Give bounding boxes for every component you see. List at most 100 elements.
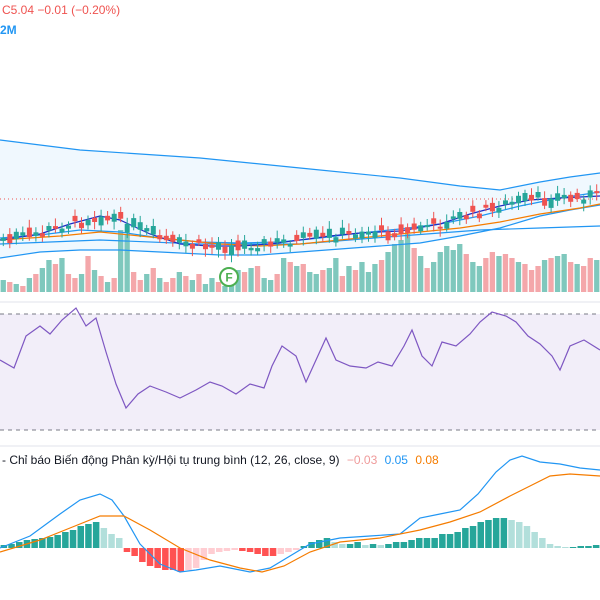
flag-marker-circle bbox=[219, 267, 239, 287]
volume-bar bbox=[26, 278, 32, 292]
volume-bar bbox=[522, 264, 528, 292]
macd-histogram-bar bbox=[346, 544, 354, 548]
macd-histogram-bar bbox=[500, 518, 508, 548]
macd-histogram-bar bbox=[316, 540, 323, 548]
price-pane[interactable]: F bbox=[0, 139, 600, 292]
macd-legend[interactable]: - Chỉ báo Biến động Phân kỳ/Hội tụ trung… bbox=[2, 453, 439, 467]
candle-body bbox=[555, 193, 561, 201]
rsi-band-background bbox=[0, 314, 600, 430]
macd-histogram-bar bbox=[231, 548, 238, 550]
macd-histogram-bar bbox=[454, 532, 461, 548]
macd-histogram-bar bbox=[523, 526, 531, 548]
macd-histogram-bar bbox=[54, 535, 61, 548]
macd-histogram-bar bbox=[208, 548, 215, 554]
volume-bar bbox=[470, 262, 476, 292]
candle-body bbox=[509, 201, 515, 205]
candle-body bbox=[66, 225, 71, 229]
macd-pane[interactable] bbox=[0, 455, 600, 573]
candle-body bbox=[379, 225, 384, 231]
candle-body bbox=[53, 226, 58, 229]
flag-marker-label: F bbox=[225, 271, 232, 285]
macd-histogram-bar bbox=[62, 532, 69, 548]
macd-histogram-bar bbox=[8, 544, 15, 548]
candle-body bbox=[26, 227, 32, 238]
candle-body bbox=[313, 229, 319, 239]
candle-body bbox=[111, 213, 117, 222]
candle-body bbox=[437, 226, 443, 229]
candle-body bbox=[353, 234, 358, 239]
volume-bar bbox=[13, 284, 19, 292]
candle-body bbox=[235, 240, 241, 251]
macd-hist-value: −0.03 bbox=[346, 453, 378, 467]
volume-bar bbox=[359, 262, 365, 292]
macd-histogram-bar bbox=[392, 542, 400, 548]
macd-histogram-bar bbox=[169, 548, 177, 570]
volume-bar bbox=[85, 256, 91, 292]
candle-body bbox=[229, 245, 234, 256]
macd-histogram-bar bbox=[285, 548, 292, 552]
macd-histogram-bar bbox=[108, 534, 115, 548]
candle-body bbox=[216, 242, 221, 250]
candle-body bbox=[7, 234, 13, 244]
macd-histogram-bar bbox=[508, 520, 515, 548]
volume-bar bbox=[352, 270, 359, 292]
macd-histogram-bar bbox=[592, 545, 600, 548]
rsi-line bbox=[0, 307, 600, 410]
macd-histogram-bar bbox=[569, 547, 577, 548]
volume-bar bbox=[372, 264, 378, 292]
volume-bar bbox=[339, 276, 345, 292]
candle-body bbox=[542, 198, 548, 206]
price-legend[interactable]: C5.04 −0.01 (−0.20%) bbox=[2, 3, 120, 17]
volume-bar bbox=[365, 272, 372, 292]
volume-bar bbox=[20, 286, 26, 292]
volume-bar bbox=[300, 264, 306, 292]
candle-body bbox=[594, 191, 600, 194]
macd-histogram-bar bbox=[85, 524, 92, 548]
rsi-pane[interactable] bbox=[0, 307, 600, 431]
macd-histogram-bar bbox=[92, 522, 100, 548]
macd-histogram-bar bbox=[292, 548, 300, 550]
candle-body bbox=[242, 240, 248, 249]
candle-body bbox=[385, 231, 391, 241]
volume-bar bbox=[378, 260, 385, 292]
volume-bar bbox=[65, 274, 72, 292]
macd-line bbox=[0, 455, 600, 573]
candle-body bbox=[72, 215, 78, 222]
macd-histogram-bar bbox=[116, 538, 123, 548]
candle-body bbox=[144, 228, 150, 232]
volume-bar bbox=[104, 282, 111, 292]
volume-bar bbox=[46, 260, 52, 292]
macd-signal-value: 0.08 bbox=[415, 453, 439, 467]
volume-bar bbox=[261, 278, 267, 292]
macd-histogram-bar bbox=[254, 548, 261, 554]
candle-body bbox=[163, 235, 169, 241]
candle-body bbox=[20, 232, 26, 236]
macd-histogram-bar bbox=[492, 518, 500, 548]
volume-bar bbox=[144, 274, 150, 292]
candle-body bbox=[326, 228, 332, 238]
macd-histogram-bar bbox=[485, 520, 492, 548]
volume-bar bbox=[254, 266, 261, 292]
volume-bar bbox=[0, 280, 6, 292]
candle-body bbox=[359, 231, 365, 239]
macd-histogram-bar bbox=[262, 548, 269, 556]
volume-bar bbox=[215, 282, 222, 292]
volume-bar bbox=[561, 254, 567, 292]
slow-moving-average-line bbox=[0, 203, 600, 247]
volume-bar bbox=[541, 260, 548, 292]
macd-histogram-bar bbox=[185, 548, 192, 570]
candle-body bbox=[587, 190, 593, 198]
candle-body bbox=[450, 216, 456, 219]
candle-body bbox=[0, 238, 6, 241]
macd-histogram-bar bbox=[177, 548, 184, 572]
flag-marker[interactable]: F bbox=[219, 267, 239, 287]
close-value: C5.04 bbox=[2, 3, 35, 17]
candle-body bbox=[476, 213, 482, 219]
macd-histogram-bar bbox=[385, 544, 392, 548]
volume-bar bbox=[385, 252, 391, 292]
volume-value: 2M bbox=[0, 23, 17, 37]
volume-bar bbox=[39, 268, 45, 292]
macd-histogram-bar bbox=[369, 544, 377, 548]
macd-histogram-bar bbox=[423, 538, 431, 548]
